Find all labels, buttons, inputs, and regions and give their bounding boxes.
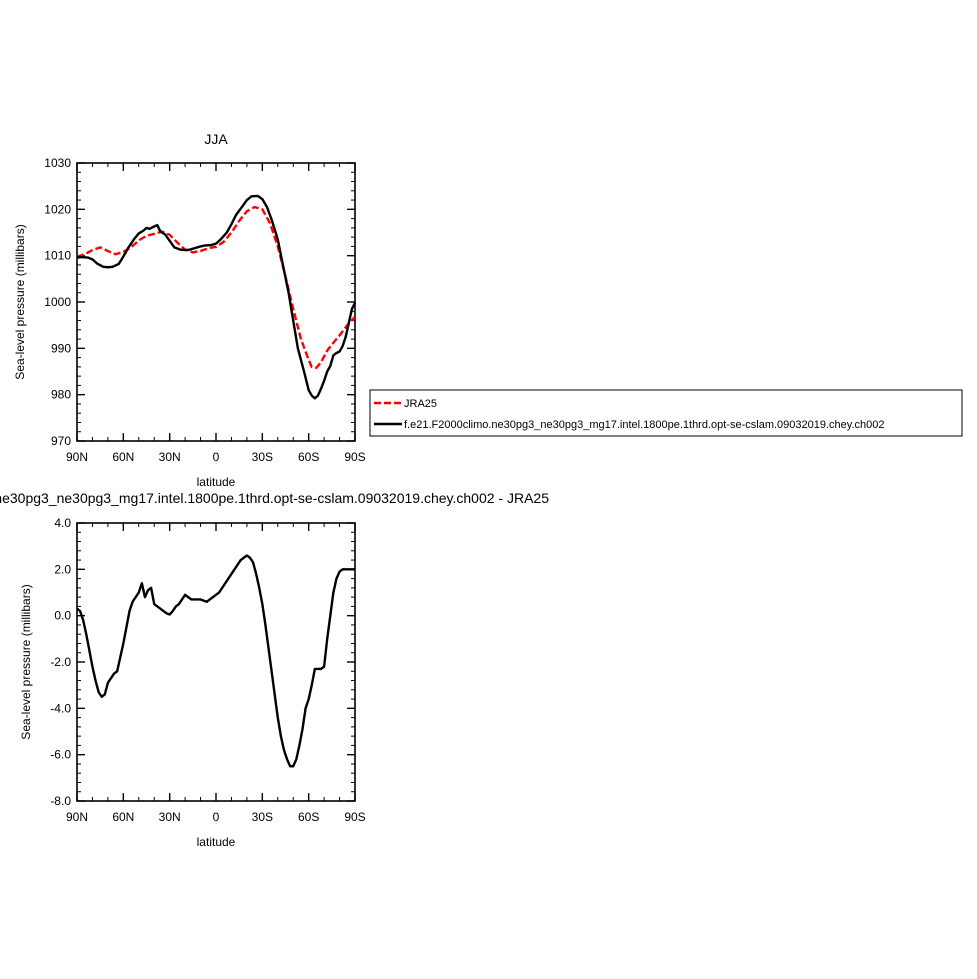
y-tick-label: 1000 <box>44 295 71 309</box>
y-axis-label: Sea-level pressure (millibars) <box>19 584 33 739</box>
legend-box <box>369 389 963 437</box>
legend-label: JRA25 <box>404 398 437 410</box>
x-tick-label: 60S <box>298 810 319 824</box>
x-tick-label: 0 <box>213 810 220 824</box>
y-tick-label: -2.0 <box>50 655 71 669</box>
x-tick-label: 30S <box>252 810 273 824</box>
y-tick-label: 4.0 <box>54 516 71 530</box>
y-axis-label: Sea-level pressure (millibars) <box>13 224 27 379</box>
plot-frame-0 <box>76 162 356 442</box>
x-tick-label: 90S <box>344 810 365 824</box>
series-line-0-0 <box>76 205 356 369</box>
x-tick-label: 90N <box>66 450 88 464</box>
x-axis-label: latitude <box>197 475 236 489</box>
x-tick-label: 30N <box>159 810 181 824</box>
series-line-0-1 <box>76 194 357 400</box>
x-axis-label: latitude <box>197 835 236 849</box>
x-tick-label: 30S <box>252 450 273 464</box>
y-tick-label: 980 <box>51 388 71 402</box>
chart-title: JJA <box>204 131 228 147</box>
series-line-1-0 <box>76 554 355 768</box>
x-tick-label: 60N <box>112 450 134 464</box>
legend-label: f.e21.F2000climo.ne30pg3_ne30pg3_mg17.in… <box>404 419 884 431</box>
y-tick-label: -4.0 <box>50 701 71 715</box>
x-tick-label: 30N <box>159 450 181 464</box>
x-tick-label: 0 <box>213 450 220 464</box>
x-tick-label: 60N <box>112 810 134 824</box>
y-tick-label: 1030 <box>44 156 71 170</box>
x-tick-label: 60S <box>298 450 319 464</box>
chart-title: f.e21.F2000climo.ne30pg3_ne30pg3_mg17.in… <box>0 490 549 506</box>
y-tick-label: -6.0 <box>50 748 71 762</box>
y-tick-label: 990 <box>51 341 71 355</box>
y-tick-label: -8.0 <box>50 794 71 808</box>
x-tick-label: 90S <box>344 450 365 464</box>
y-tick-label: 2.0 <box>54 562 71 576</box>
y-tick-label: 0.0 <box>54 609 71 623</box>
y-tick-label: 970 <box>51 434 71 448</box>
y-tick-label: 1010 <box>44 249 71 263</box>
y-tick-label: 1020 <box>44 202 71 216</box>
x-tick-label: 90N <box>66 810 88 824</box>
